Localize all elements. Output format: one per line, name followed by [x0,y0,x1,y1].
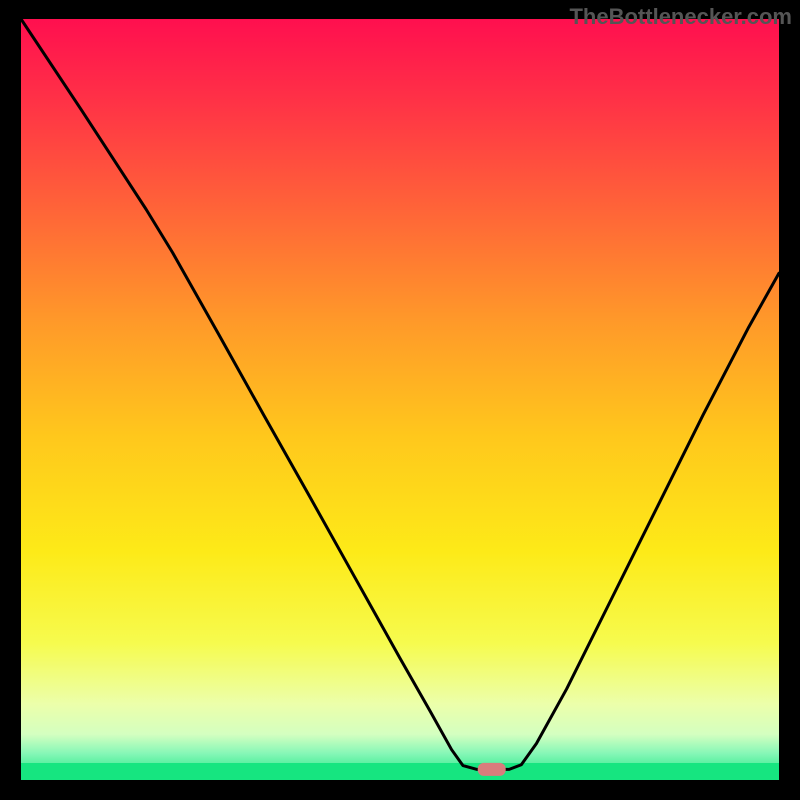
chart-svg [0,0,800,800]
bottleneck-chart: TheBottlenecker.com [0,0,800,800]
optimal-marker [478,763,506,776]
chart-bottom-band [21,763,779,780]
watermark-text: TheBottlenecker.com [569,4,792,30]
chart-background-gradient [21,19,779,780]
